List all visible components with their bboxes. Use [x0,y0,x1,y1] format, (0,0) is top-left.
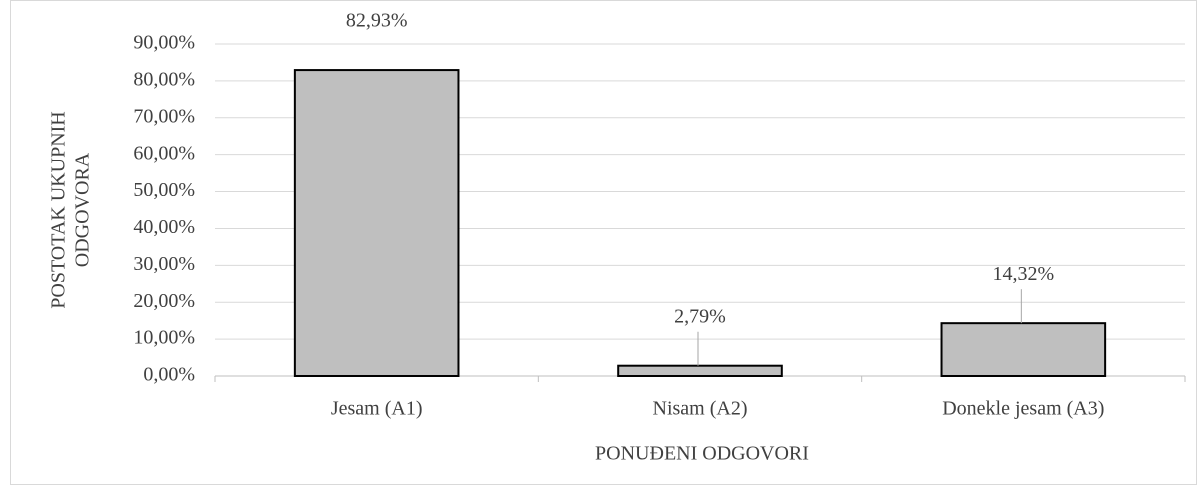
x-tick-label: Donekle jesam (A3) [942,398,1104,420]
x-tick-label: Nisam (A2) [653,398,748,420]
y-tick-label: 80,00% [133,68,195,90]
y-axis-title-line: POSTOTAK UKUPNIH [48,111,70,309]
y-tick-label: 0,00% [143,364,195,386]
data-label: 2,79% [674,305,726,327]
y-tick-label: 60,00% [133,142,195,164]
y-tick-label: 10,00% [133,327,195,349]
x-tick-label: Jesam (A1) [331,398,423,420]
y-tick-label: 40,00% [133,216,195,238]
y-tick-label: 70,00% [133,105,195,127]
y-tick-label: 30,00% [133,253,195,275]
x-axis-title: PONUĐENI ODGOVORI [595,443,809,465]
y-tick-label: 20,00% [133,290,195,312]
bar [617,364,783,378]
bar [940,322,1107,377]
y-tick-label: 90,00% [133,32,195,54]
y-axis-title-line: ODGOVORA [72,152,94,267]
data-label: 14,32% [992,263,1054,285]
bar [293,69,460,377]
y-tick-label: 50,00% [133,179,195,201]
data-label: 82,93% [346,10,408,32]
y-axis-title: POSTOTAK UKUPNIH ODGOVORA [48,111,94,309]
